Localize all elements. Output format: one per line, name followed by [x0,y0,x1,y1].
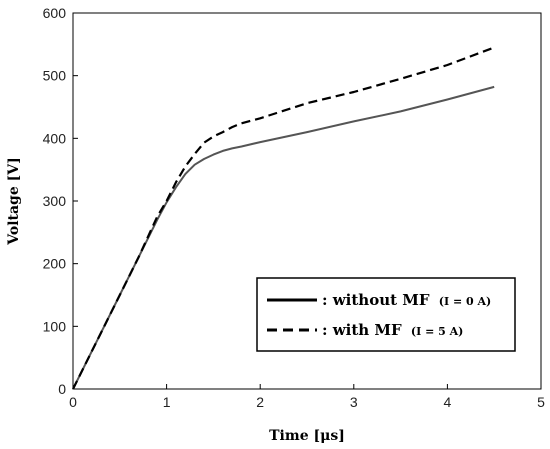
legend-label-with-mf: : with MF (I = 5 A) [322,321,463,339]
legend-note-without-mf: (I = 0 A) [439,295,491,308]
y-tick-label: 200 [43,256,67,272]
series-line-with-mf [72,46,495,390]
legend-name-without-mf: : without MF [322,291,430,309]
y-tick-label: 400 [43,130,67,146]
x-tick-label: 4 [444,394,452,410]
series-line-without-mf [72,85,495,390]
x-tick-label: 3 [350,394,358,410]
y-axis-title: Voltage [V] [6,157,22,245]
legend-label-without-mf: : without MF (I = 0 A) [322,291,491,309]
legend-note-with-mf: (I = 5 A) [411,325,463,338]
x-tick-label: 1 [163,394,171,410]
y-tick-label: 500 [43,68,67,84]
y-tick-label: 300 [43,193,67,209]
legend-name-with-mf: : with MF [322,321,402,339]
series-layer [72,46,495,390]
x-axis-title: Time [μs] [269,428,345,444]
y-tick-label: 600 [43,5,67,21]
x-tick-label: 0 [69,394,77,410]
x-tick-label: 2 [256,394,264,410]
legend: : without MF (I = 0 A) : with MF (I = 5 … [256,277,516,352]
y-tick-label: 0 [58,381,66,397]
legend-box [256,277,516,352]
x-tick-label: 5 [537,394,545,410]
y-tick-label: 100 [43,318,67,334]
